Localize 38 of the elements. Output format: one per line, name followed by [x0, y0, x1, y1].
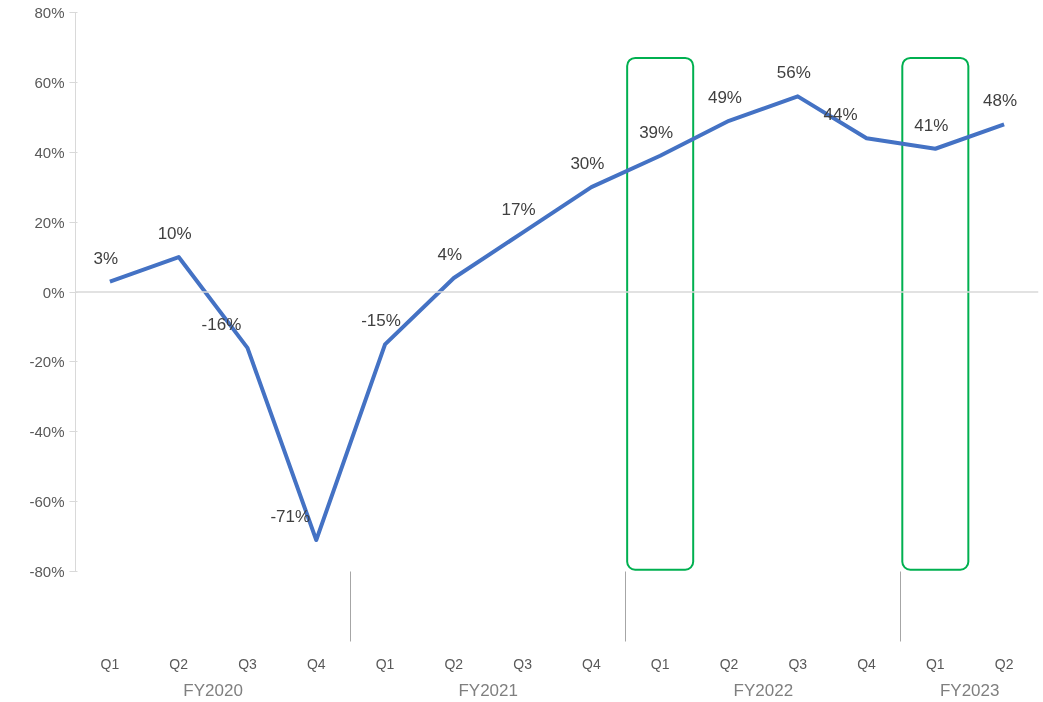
y-tick-label: 40%: [34, 143, 65, 161]
x-tick-label: Q2: [169, 655, 189, 672]
data-label: 10%: [157, 224, 192, 244]
y-tick-label: -60%: [29, 493, 65, 511]
data-label: 3%: [93, 248, 119, 268]
x-tick-label: Q4: [857, 655, 877, 672]
text: FY2020: [183, 680, 243, 700]
x-tick-label: Q3: [513, 655, 533, 672]
data-label: 56%: [776, 63, 811, 83]
y-tick-label: 0%: [42, 283, 65, 301]
data-label: 17%: [501, 199, 536, 219]
x-tick-label: Q4: [582, 655, 601, 672]
y-tick-label: 20%: [34, 213, 65, 231]
x-tick-label: Q4: [306, 655, 326, 672]
data-label: 4%: [437, 245, 463, 265]
text: FY2021: [458, 680, 518, 700]
data-label: 41%: [914, 115, 949, 135]
y-tick-label: -40%: [29, 423, 65, 441]
text: FY2022: [733, 680, 794, 700]
x-tick-label: Q1: [650, 655, 670, 672]
x-tick-label: Q1: [100, 655, 120, 672]
y-tick-label: -20%: [29, 353, 65, 371]
data-label: 48%: [983, 91, 1018, 111]
text: FY2023: [939, 680, 1000, 700]
x-tick-label: Q2: [444, 655, 464, 672]
x-tick-label: Q3: [238, 655, 258, 672]
y-tick-label: -80%: [29, 563, 65, 580]
x-tick-label: Q1: [375, 655, 395, 672]
data-label: -15%: [361, 311, 401, 331]
x-tick-label: Q3: [788, 655, 808, 672]
y-tick-label: 80%: [34, 4, 65, 21]
x-tick-label: Q2: [719, 655, 739, 672]
data-label: 30%: [570, 154, 605, 174]
data-label: 49%: [707, 87, 742, 107]
y-tick-label: 60%: [34, 73, 65, 91]
data-label: 39%: [639, 122, 674, 142]
x-tick-label: Q2: [994, 655, 1014, 672]
x-tick-label: Q1: [925, 655, 945, 672]
